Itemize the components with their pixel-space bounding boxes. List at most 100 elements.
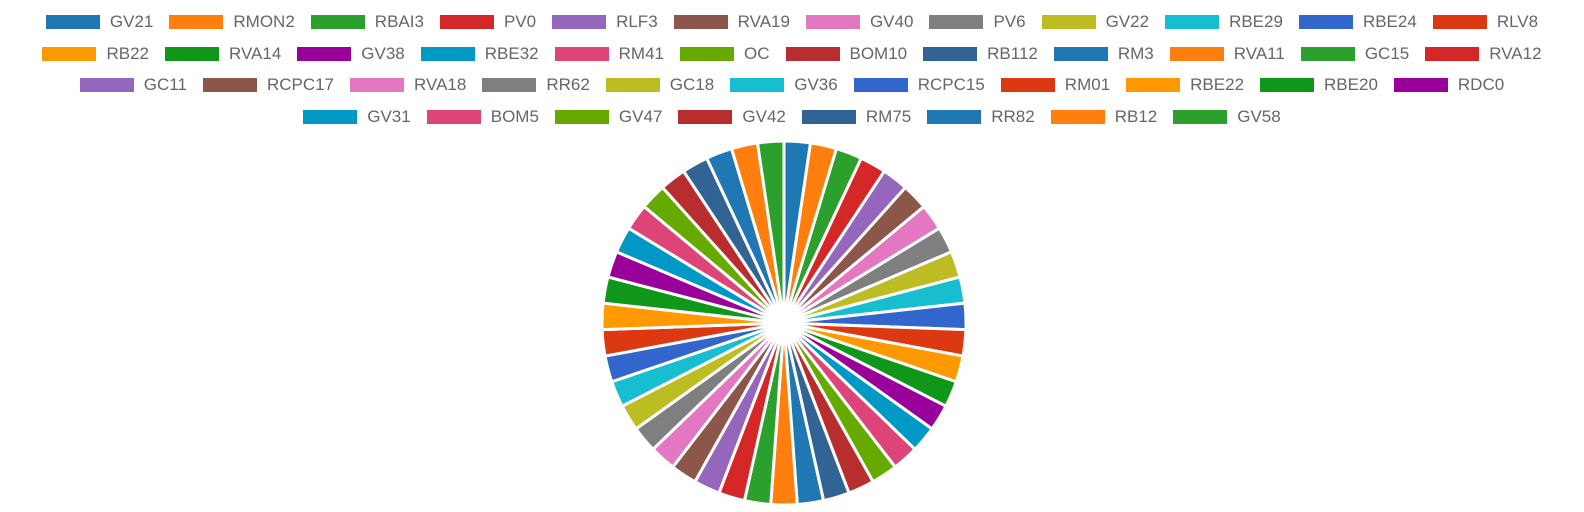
legend-item-rdc0[interactable]: RDC0 <box>1393 74 1505 96</box>
legend-label: RBE29 <box>1229 12 1283 31</box>
legend-swatch <box>552 15 607 29</box>
legend-item-rm41[interactable]: RM41 <box>554 43 664 65</box>
legend-item-bom10[interactable]: BOM10 <box>785 43 907 65</box>
legend-row: GV31 BOM5 GV47 GV42 RM75 RR82 RB12 GV58 <box>0 106 1584 128</box>
legend-swatch <box>297 47 352 61</box>
legend-label: RB22 <box>106 44 149 63</box>
legend-swatch <box>680 47 734 61</box>
legend-swatch <box>1173 110 1228 124</box>
legend-item-rbe22[interactable]: RBE22 <box>1126 74 1244 96</box>
legend-swatch <box>1298 15 1353 29</box>
legend-swatch <box>310 15 365 29</box>
legend-swatch <box>929 15 984 29</box>
legend-label: GV58 <box>1237 107 1281 126</box>
legend-item-oc[interactable]: OC <box>680 43 770 65</box>
legend-item-rva11[interactable]: RVA11 <box>1169 43 1285 65</box>
legend-item-bom5[interactable]: BOM5 <box>426 106 539 128</box>
legend-item-rbe32[interactable]: RBE32 <box>420 43 539 65</box>
legend-swatch <box>350 78 405 92</box>
legend-item-gv31[interactable]: GV31 <box>303 106 411 128</box>
legend-swatch <box>202 78 257 92</box>
legend-label: RBAI3 <box>374 12 424 31</box>
legend-swatch <box>420 47 475 61</box>
legend-item-rmon2[interactable]: RMON2 <box>169 11 295 33</box>
legend-label: RVA12 <box>1489 44 1542 63</box>
legend-swatch <box>1393 78 1448 92</box>
legend-row: GV21 RMON2 RBAI3 PV0 RLF3 RVA19 GV40 PV6 GV22 RBE… <box>0 11 1584 33</box>
legend-swatch <box>805 15 860 29</box>
legend-swatch <box>1165 15 1220 29</box>
legend-label: GV36 <box>794 75 838 94</box>
legend-item-gc18[interactable]: GC18 <box>605 74 715 96</box>
legend-item-gv21[interactable]: GV21 <box>45 11 153 33</box>
legend-item-rbe29[interactable]: RBE29 <box>1165 11 1283 33</box>
legend-item-rbe24[interactable]: RBE24 <box>1298 11 1417 33</box>
legend-swatch <box>1432 15 1487 29</box>
legend-label: RDC0 <box>1457 75 1505 94</box>
legend-item-gv47[interactable]: GV47 <box>554 106 663 128</box>
legend-row: RB22 RVA14 GV38 RBE32 RM41 OC BOM10 RB112 RM3 RVA… <box>0 43 1584 65</box>
legend-item-gv38[interactable]: GV38 <box>297 43 405 65</box>
legend-item-rva12[interactable]: RVA12 <box>1425 43 1542 65</box>
legend-item-rr62[interactable]: RR62 <box>482 74 590 96</box>
legend-item-gc15[interactable]: GC15 <box>1300 43 1410 65</box>
legend-label: BOM5 <box>490 107 539 126</box>
legend-label: GC18 <box>669 75 715 94</box>
legend-item-rr82[interactable]: RR82 <box>927 106 1035 128</box>
legend-label: GC15 <box>1364 44 1410 63</box>
legend-label: GV47 <box>618 107 663 126</box>
legend-label: RBE24 <box>1362 12 1417 31</box>
legend-item-rcpc17[interactable]: RCPC17 <box>202 74 335 96</box>
legend-swatch <box>1050 110 1105 124</box>
legend-item-rm75[interactable]: RM75 <box>801 106 912 128</box>
legend-label: PV6 <box>993 12 1026 31</box>
legend-item-rb112[interactable]: RB112 <box>923 43 1038 65</box>
legend-swatch <box>1126 78 1181 92</box>
legend-item-rm3[interactable]: RM3 <box>1053 43 1154 65</box>
legend-item-rva19[interactable]: RVA19 <box>673 11 790 33</box>
legend-swatch <box>1169 47 1224 61</box>
legend-swatch <box>164 47 219 61</box>
legend-item-gv42[interactable]: GV42 <box>678 106 786 128</box>
legend-swatch <box>1425 47 1480 61</box>
legend-label: RCPC17 <box>266 75 335 94</box>
legend-label: RBE22 <box>1190 75 1245 94</box>
legend-item-rb22[interactable]: RB22 <box>42 43 149 65</box>
legend-item-gv36[interactable]: GV36 <box>730 74 838 96</box>
legend-label: GV40 <box>869 12 914 31</box>
legend-label: RMON2 <box>233 12 295 31</box>
legend-label: RM41 <box>618 44 664 63</box>
pie-slice-gv58[interactable] <box>755 139 786 324</box>
legend-swatch <box>439 15 494 29</box>
legend-item-rb12[interactable]: RB12 <box>1050 106 1157 128</box>
legend-item-gc11[interactable]: GC11 <box>79 74 187 96</box>
legend-item-gv58[interactable]: GV58 <box>1173 106 1281 128</box>
legend-swatch <box>1300 47 1355 61</box>
legend-item-rm01[interactable]: RM01 <box>1000 74 1110 96</box>
legend-item-rva18[interactable]: RVA18 <box>350 74 466 96</box>
legend-item-rbe20[interactable]: RBE20 <box>1260 74 1378 96</box>
legend-item-rbai3[interactable]: RBAI3 <box>310 11 424 33</box>
legend-item-gv40[interactable]: GV40 <box>805 11 914 33</box>
legend-swatch <box>426 110 481 124</box>
legend-item-rlv8[interactable]: RLV8 <box>1432 11 1539 33</box>
legend-swatch <box>1000 78 1055 92</box>
legend-item-pv6[interactable]: PV6 <box>929 11 1026 33</box>
legend-label: RM75 <box>865 107 912 126</box>
legend-swatch <box>801 110 856 124</box>
legend-item-rva14[interactable]: RVA14 <box>164 43 281 65</box>
legend-item-rlf3[interactable]: RLF3 <box>552 11 658 33</box>
legend-label: RVA19 <box>737 12 790 31</box>
legend-label: RLV8 <box>1496 12 1539 31</box>
legend-label: PV0 <box>503 12 537 31</box>
legend-label: RR82 <box>991 107 1035 126</box>
legend-swatch <box>923 47 978 61</box>
legend-swatch <box>79 78 134 92</box>
legend-label: RLF3 <box>616 12 658 31</box>
legend-swatch <box>554 110 609 124</box>
legend-item-pv0[interactable]: PV0 <box>439 11 537 33</box>
legend-swatch <box>730 78 785 92</box>
legend-item-gv22[interactable]: GV22 <box>1041 11 1149 33</box>
legend-swatch <box>927 110 982 124</box>
legend-item-rcpc15[interactable]: RCPC15 <box>853 74 985 96</box>
